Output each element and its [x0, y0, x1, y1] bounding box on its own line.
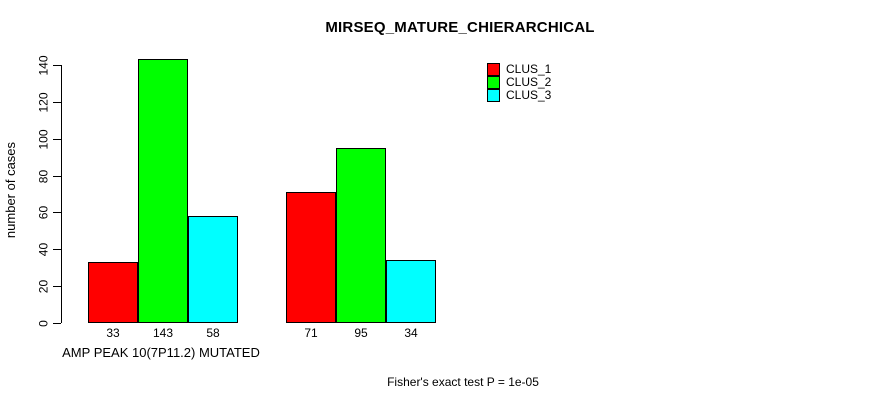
bar-clus_2-group1 — [138, 59, 188, 323]
bar-value-label: 71 — [304, 326, 318, 340]
legend-label: CLUS_3 — [506, 88, 552, 102]
bar-value-label: 95 — [354, 326, 368, 340]
y-axis-tick-label: 0 — [36, 320, 51, 327]
y-axis-line — [61, 65, 62, 323]
y-axis-tick-label: 100 — [36, 129, 51, 150]
legend-swatch-clus_2 — [487, 76, 500, 89]
legend-swatch-clus_3 — [487, 89, 500, 102]
legend-item-clus_2: CLUS_2 — [487, 76, 551, 89]
bar-clus_1-group1 — [88, 262, 138, 323]
y-axis-tick-label: 60 — [36, 205, 51, 220]
y-axis-tick — [53, 176, 61, 177]
y-axis-tick — [53, 139, 61, 140]
y-axis-tick — [53, 249, 61, 250]
bar-clus_2-group2 — [336, 148, 386, 323]
legend: CLUS_1 CLUS_2 CLUS_3 — [487, 63, 551, 102]
chart-title: MIRSEQ_MATURE_CHIERARCHICAL — [325, 19, 595, 36]
y-axis-tick-label: 120 — [36, 92, 51, 113]
bar-clus_1-group2 — [286, 192, 336, 323]
y-axis-tick-label: 20 — [36, 279, 51, 294]
y-axis-tick-label: 140 — [36, 55, 51, 76]
legend-label: CLUS_1 — [506, 62, 552, 76]
y-axis-tick — [53, 286, 61, 287]
bar-value-label: 34 — [404, 326, 418, 340]
bar-clus_3-group1 — [188, 216, 238, 323]
bar-clus_3-group2 — [386, 260, 436, 323]
fisher-test-annotation: Fisher's exact test P = 1e-05 — [387, 375, 539, 389]
legend-swatch-clus_1 — [487, 63, 500, 76]
bar-value-label: 58 — [206, 326, 220, 340]
legend-item-clus_1: CLUS_1 — [487, 63, 551, 76]
bar-value-label: 143 — [152, 326, 174, 340]
y-axis-tick-label: 40 — [36, 242, 51, 257]
legend-label: CLUS_2 — [506, 75, 552, 89]
bar-value-label: 33 — [106, 326, 120, 340]
y-axis-tick — [53, 323, 61, 324]
legend-item-clus_3: CLUS_3 — [487, 89, 551, 102]
y-axis-tick — [53, 212, 61, 213]
y-axis-tick — [53, 102, 61, 103]
y-axis-tick — [53, 65, 61, 66]
y-axis-tick-label: 80 — [36, 169, 51, 184]
x-group-label: AMP PEAK 10(7P11.2) MUTATED — [62, 345, 260, 360]
